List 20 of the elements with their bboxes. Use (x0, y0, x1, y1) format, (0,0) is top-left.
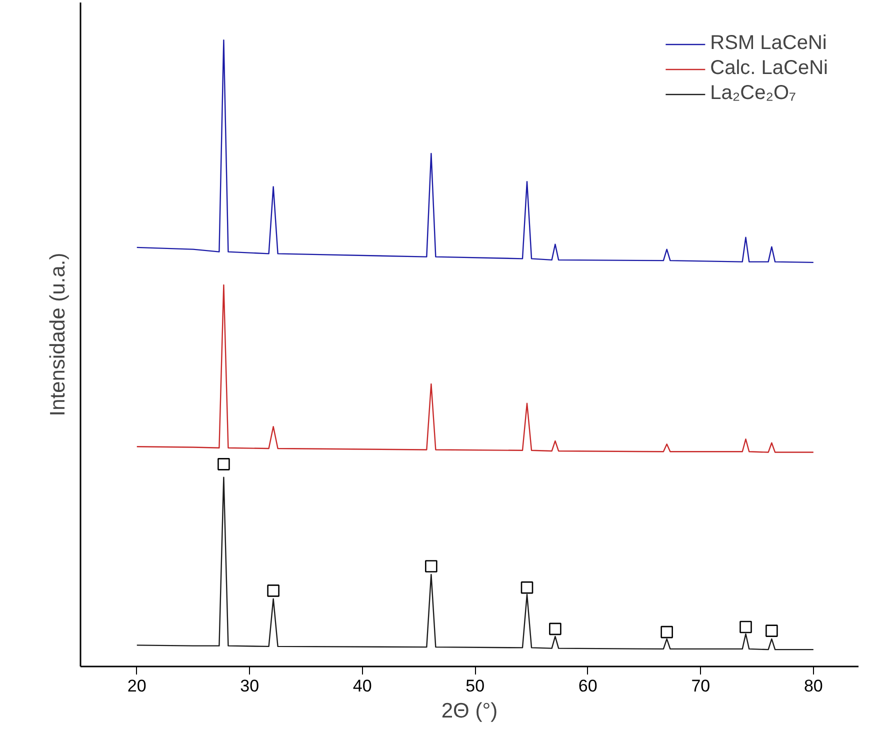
point (520, 581, 534, 594)
x-tick-label: 30 (240, 676, 260, 696)
point (218, 458, 230, 470)
legend-label: La₂Ce₂O₇ (710, 82, 796, 105)
x-tick-label: 50 (466, 676, 485, 696)
x-tick-label: 40 (352, 676, 372, 696)
point (549, 622, 562, 636)
point (660, 626, 673, 638)
point (267, 584, 280, 597)
x-tick-label: 60 (578, 676, 598, 696)
y-axis-title: Intensidade (u.a.) (46, 252, 70, 416)
x-tick-label: 20 (127, 676, 146, 696)
legend-label: Calc. LaCeNi (710, 57, 828, 80)
x-axis-title: 2Θ (°) (441, 700, 498, 722)
point (766, 624, 778, 637)
point (425, 560, 438, 572)
x-tick-label: 70 (691, 676, 710, 696)
legend-label: RSM LaCeNi (710, 32, 827, 55)
x-tick-label: 80 (804, 676, 823, 696)
point (740, 620, 752, 634)
